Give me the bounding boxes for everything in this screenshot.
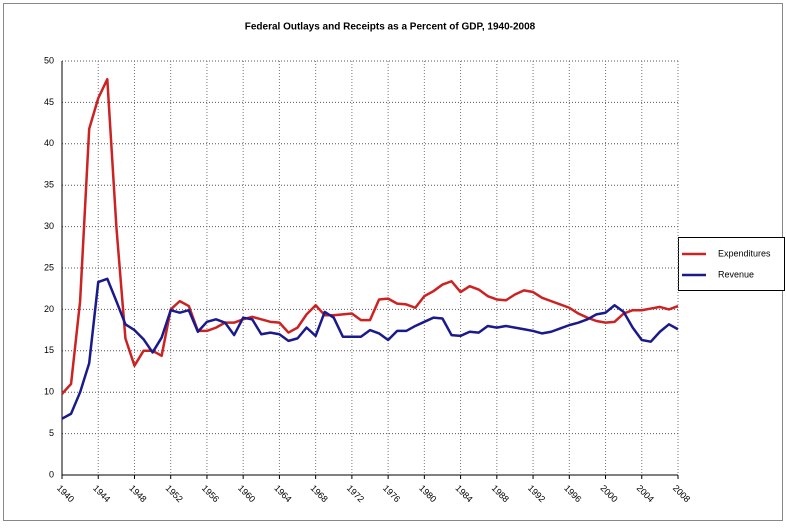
legend-label: Revenue [718, 269, 754, 279]
series-line [61, 77, 679, 395]
y-tick-label: 5 [49, 428, 54, 438]
series-line [61, 277, 679, 420]
chart-title: Federal Outlays and Receipts as a Percen… [245, 22, 536, 33]
legend-box [678, 237, 785, 291]
y-tick-label: 45 [44, 97, 54, 107]
y-tick-label: 10 [44, 387, 54, 397]
y-tick-label: 25 [44, 262, 54, 272]
y-tick-label: 15 [44, 345, 54, 355]
y-tick-label: 20 [44, 304, 54, 314]
y-tick-label: 30 [44, 221, 54, 231]
legend-label: Expenditures [718, 248, 771, 258]
y-tick-label: 40 [44, 138, 54, 148]
y-tick-label: 50 [44, 55, 54, 65]
y-tick-label: 35 [44, 180, 54, 190]
chart-frame [3, 3, 783, 521]
y-tick-label: 0 [49, 469, 54, 479]
